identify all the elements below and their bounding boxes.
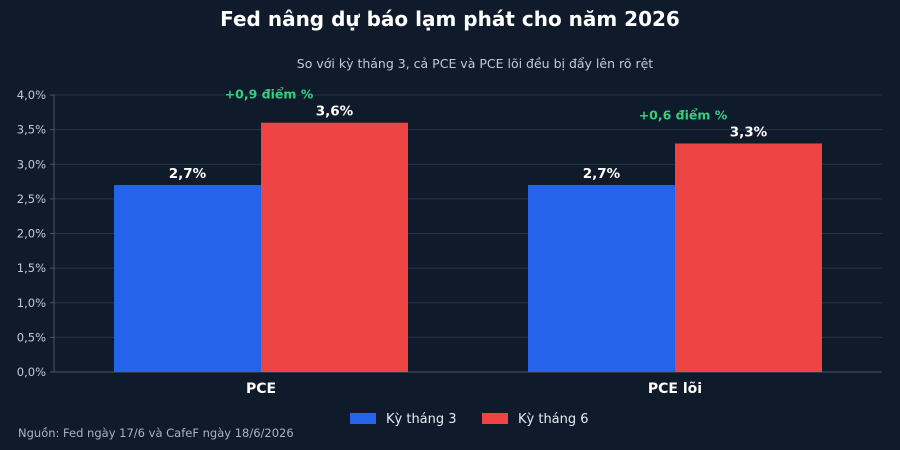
delta-annotation: +0,6 điểm %	[639, 107, 728, 122]
bars	[114, 122, 822, 372]
legend: Kỳ tháng 3 Kỳ tháng 6	[350, 412, 589, 427]
y-tick-label: 3,0%	[17, 157, 46, 171]
data-labels: 2,7% 3,6%+0,9 điểm % 2,7% 3,3%+0,6 điểm %	[169, 87, 768, 182]
y-tick-label: 1,0%	[17, 296, 46, 310]
data-label: 3,6%	[316, 104, 354, 120]
bar	[675, 143, 822, 372]
y-tick-label: 2,5%	[17, 192, 46, 206]
legend-label: Kỳ tháng 6	[518, 412, 589, 427]
y-tick-label: 2,0%	[17, 227, 46, 241]
y-axis-ticks: 0,0% 0,5% 1,0% 1,5% 2,0% 2,5% 3,0% 3,5% 4,0%	[17, 88, 46, 379]
data-label: 2,7%	[583, 166, 621, 182]
data-label: 2,7%	[169, 166, 207, 182]
y-tick-label: 1,5%	[17, 261, 46, 275]
bar	[528, 185, 675, 372]
legend-swatch	[482, 413, 508, 424]
y-tick-label: 0,5%	[17, 330, 46, 344]
category-label: PCE lõi	[648, 381, 702, 397]
legend-label: Kỳ tháng 3	[386, 412, 457, 427]
data-label: 3,3%	[730, 124, 768, 140]
y-tick-label: 4,0%	[17, 88, 46, 102]
bar	[114, 185, 261, 372]
source-note: Nguồn: Fed ngày 17/6 và CafeF ngày 18/6/…	[18, 426, 294, 440]
y-tick-label: 3,5%	[17, 123, 46, 137]
chart-subtitle: So với kỳ tháng 3, cả PCE và PCE lõi đều…	[297, 56, 653, 71]
chart-title: Fed nâng dự báo lạm phát cho năm 2026	[220, 7, 680, 31]
x-axis-categories: PCE PCE lõi	[246, 381, 702, 397]
y-tick-label: 0,0%	[17, 365, 46, 379]
delta-annotation: +0,9 điểm %	[225, 87, 314, 102]
bar	[261, 122, 408, 372]
legend-swatch	[350, 413, 376, 424]
category-label: PCE	[246, 381, 276, 397]
